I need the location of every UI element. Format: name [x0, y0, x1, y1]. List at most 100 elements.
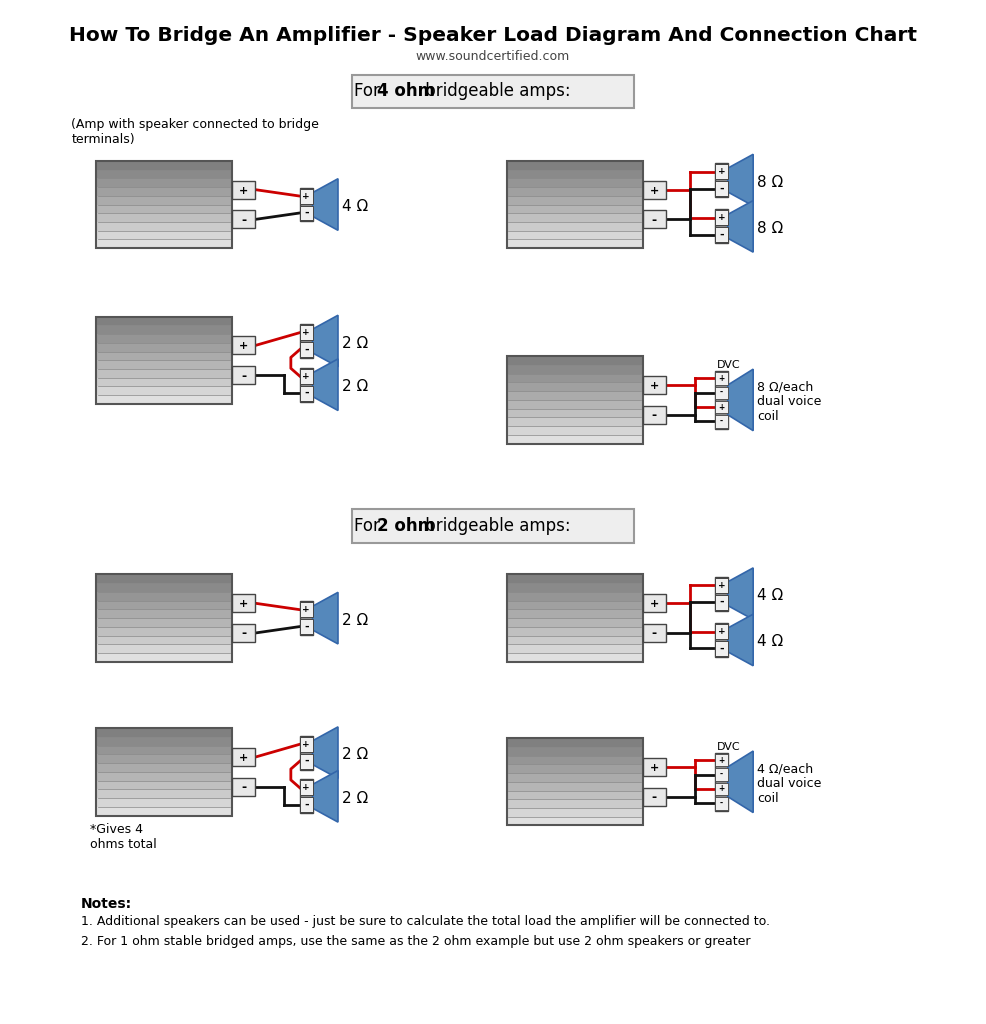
- Text: 1. Additional speakers can be used - just be sure to calculate the total load th: 1. Additional speakers can be used - jus…: [81, 914, 769, 928]
- Bar: [96, 161, 232, 248]
- Bar: [715, 401, 728, 414]
- Bar: [300, 798, 313, 812]
- Bar: [507, 240, 643, 248]
- Bar: [715, 595, 728, 609]
- Text: 8 Ω/each
dual voice
coil: 8 Ω/each dual voice coil: [757, 380, 821, 423]
- Text: +: +: [650, 599, 659, 609]
- Bar: [507, 418, 643, 426]
- Text: -: -: [242, 781, 246, 795]
- Text: +: +: [303, 372, 310, 381]
- Text: +: +: [303, 783, 310, 793]
- Text: 8 Ω: 8 Ω: [757, 174, 783, 189]
- Bar: [96, 609, 232, 618]
- Bar: [507, 222, 643, 230]
- Text: 4 Ω/each
dual voice
coil: 4 Ω/each dual voice coil: [757, 762, 821, 805]
- Bar: [507, 196, 643, 205]
- Bar: [232, 181, 255, 199]
- Bar: [507, 365, 643, 374]
- Text: 2 Ω: 2 Ω: [341, 379, 368, 394]
- Bar: [96, 807, 232, 815]
- Polygon shape: [313, 179, 338, 230]
- Bar: [715, 797, 728, 810]
- Bar: [96, 737, 232, 745]
- Polygon shape: [313, 358, 338, 411]
- Bar: [715, 372, 728, 385]
- Text: 4 Ω: 4 Ω: [757, 635, 783, 649]
- Bar: [507, 764, 643, 773]
- Text: 4 ohm: 4 ohm: [377, 83, 435, 100]
- Bar: [507, 627, 643, 636]
- Text: +: +: [719, 784, 725, 794]
- Bar: [96, 316, 232, 403]
- Text: -: -: [720, 799, 723, 808]
- Bar: [96, 326, 232, 334]
- Bar: [96, 601, 232, 609]
- FancyBboxPatch shape: [352, 509, 634, 543]
- Bar: [300, 780, 313, 796]
- Text: +: +: [303, 191, 310, 201]
- Text: +: +: [718, 167, 726, 176]
- Text: +: +: [239, 341, 248, 351]
- Bar: [715, 210, 728, 244]
- Bar: [507, 161, 643, 248]
- Bar: [96, 369, 232, 378]
- Text: 2 ohm: 2 ohm: [377, 517, 435, 535]
- Bar: [300, 386, 313, 400]
- Bar: [507, 356, 643, 443]
- Text: -: -: [720, 417, 723, 426]
- Text: +: +: [719, 374, 725, 383]
- Bar: [96, 360, 232, 369]
- Text: 8 Ω: 8 Ω: [757, 221, 783, 236]
- Bar: [232, 624, 255, 642]
- Bar: [96, 584, 232, 592]
- Text: bridgeable amps:: bridgeable amps:: [420, 517, 571, 535]
- Bar: [96, 790, 232, 798]
- Bar: [507, 574, 643, 584]
- Bar: [715, 227, 728, 243]
- Text: DVC: DVC: [717, 360, 740, 371]
- Text: bridgeable amps:: bridgeable amps:: [420, 83, 571, 100]
- Bar: [507, 574, 643, 662]
- Bar: [507, 161, 643, 170]
- Text: 2 Ω: 2 Ω: [341, 336, 368, 350]
- Bar: [300, 737, 313, 752]
- Bar: [715, 416, 728, 428]
- Bar: [96, 230, 232, 240]
- Bar: [507, 187, 643, 196]
- Bar: [300, 369, 313, 384]
- Bar: [300, 188, 313, 204]
- Bar: [507, 609, 643, 618]
- Bar: [643, 758, 667, 776]
- Bar: [96, 378, 232, 386]
- Bar: [300, 187, 313, 221]
- Text: 2 Ω: 2 Ω: [341, 748, 368, 762]
- Text: +: +: [650, 763, 659, 773]
- Bar: [507, 738, 643, 825]
- Bar: [507, 800, 643, 808]
- Bar: [96, 187, 232, 196]
- Text: 2 Ω: 2 Ω: [341, 612, 368, 628]
- Text: -: -: [720, 388, 723, 397]
- Bar: [96, 592, 232, 601]
- Bar: [96, 627, 232, 636]
- Bar: [643, 594, 667, 612]
- Text: +: +: [719, 756, 725, 765]
- Bar: [96, 196, 232, 205]
- Text: -: -: [719, 597, 724, 607]
- Bar: [300, 602, 313, 617]
- Bar: [507, 773, 643, 781]
- Text: 4 Ω: 4 Ω: [757, 588, 783, 603]
- Bar: [96, 343, 232, 351]
- Bar: [507, 213, 643, 222]
- Polygon shape: [313, 727, 338, 778]
- Text: -: -: [242, 370, 246, 383]
- Bar: [715, 163, 728, 197]
- Text: +: +: [303, 328, 310, 337]
- Bar: [96, 745, 232, 755]
- Text: -: -: [242, 628, 246, 640]
- Bar: [507, 636, 643, 644]
- Bar: [300, 325, 313, 358]
- Bar: [507, 178, 643, 187]
- Bar: [300, 368, 313, 401]
- Text: -: -: [652, 792, 657, 804]
